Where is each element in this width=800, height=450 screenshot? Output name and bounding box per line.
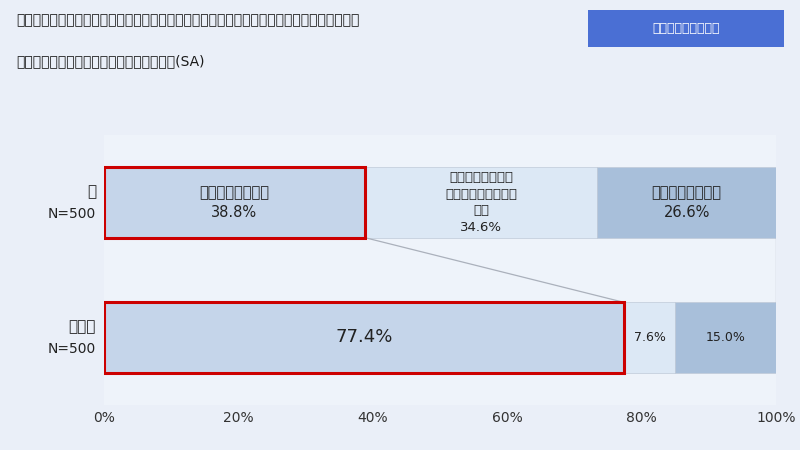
Text: N=500: N=500 bbox=[48, 207, 96, 221]
Bar bbox=[624, 302, 675, 373]
Bar bbox=[104, 167, 365, 238]
Bar bbox=[365, 167, 598, 238]
Bar bbox=[598, 167, 776, 238]
Bar bbox=[675, 302, 776, 373]
Text: やったことがない
26.6%: やったことがない 26.6% bbox=[652, 185, 722, 220]
Text: アサヒ炭酸ラボ調べ: アサヒ炭酸ラボ調べ bbox=[652, 22, 720, 35]
Text: 以前はやっていた
が、いまはやってい
ない
34.6%: 以前はやっていた が、いまはやってい ない 34.6% bbox=[445, 171, 517, 234]
Text: 7.6%: 7.6% bbox=[634, 331, 666, 344]
FancyBboxPatch shape bbox=[582, 11, 790, 46]
Text: 親: 親 bbox=[87, 184, 96, 199]
Text: N=500: N=500 bbox=[48, 342, 96, 356]
Bar bbox=[104, 167, 365, 238]
Text: 77.4%: 77.4% bbox=[335, 328, 393, 346]
Bar bbox=[104, 302, 624, 373]
Text: お子様: お子様 bbox=[69, 319, 96, 334]
Text: スマホゲームをやったことはありますか？(SA): スマホゲームをやったことはありますか？(SA) bbox=[16, 54, 205, 68]
Bar bbox=[104, 302, 624, 373]
Text: 15.0%: 15.0% bbox=[706, 331, 746, 344]
Text: 現在もやっている
38.8%: 現在もやっている 38.8% bbox=[199, 185, 270, 220]
Text: これまであなたと、同居している小・中・高校生のお子様はテレビゲーム・携帯型ゲーム・: これまであなたと、同居している小・中・高校生のお子様はテレビゲーム・携帯型ゲーム… bbox=[16, 14, 359, 27]
